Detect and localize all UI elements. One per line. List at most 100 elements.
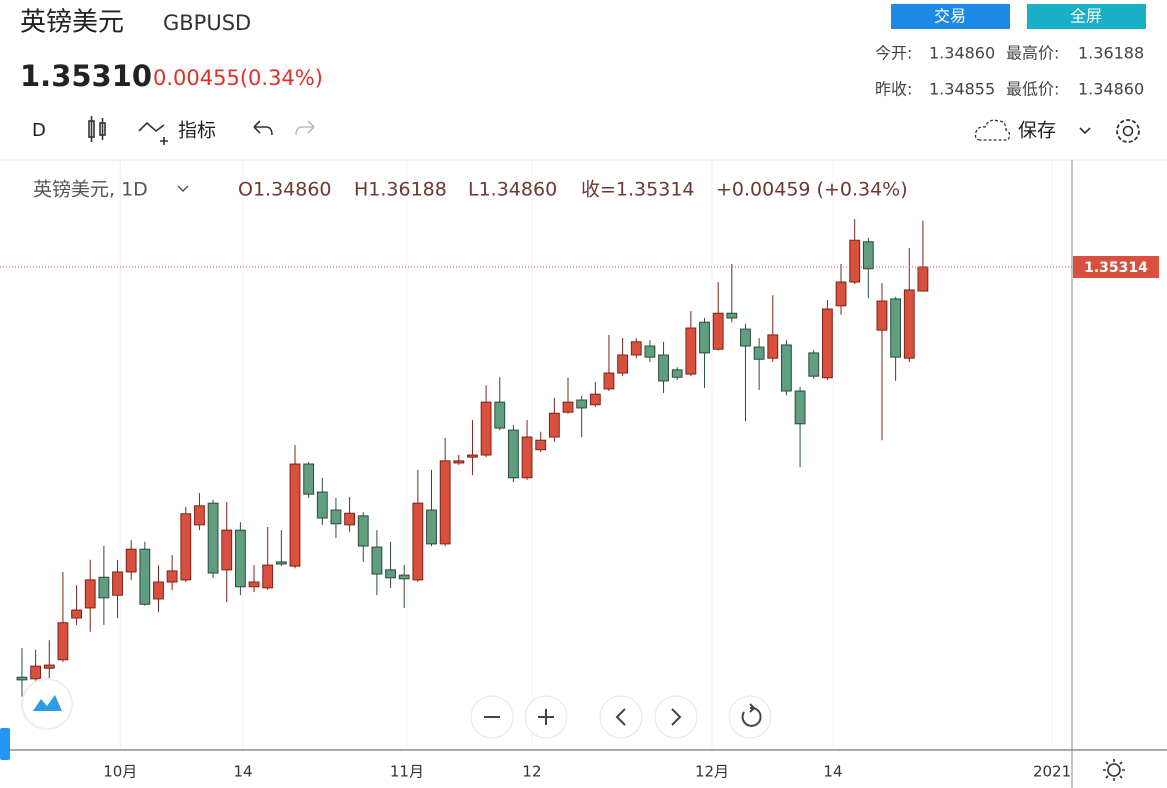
nav-icons xyxy=(484,703,762,727)
candle-body xyxy=(507,429,519,479)
trade-button-label[interactable]: 交易 xyxy=(934,7,966,26)
candle-body xyxy=(180,513,192,581)
candle-body xyxy=(671,369,683,378)
candle-type-icon[interactable] xyxy=(88,116,106,142)
candle-body xyxy=(821,308,833,379)
candle-body xyxy=(753,346,765,360)
candle-body xyxy=(630,341,642,356)
price-label-box xyxy=(1073,255,1159,278)
candle-body xyxy=(357,515,369,547)
plot-area xyxy=(0,160,1072,750)
settings-icon[interactable] xyxy=(1116,119,1140,143)
save-button[interactable]: 保存 xyxy=(1018,120,1056,142)
scroll-left-button[interactable] xyxy=(599,695,643,739)
candle-body xyxy=(139,548,151,605)
stat-label: 昨收: xyxy=(875,80,912,99)
cloud-icon[interactable] xyxy=(974,119,1011,141)
stat-value: 1.34855 xyxy=(929,80,995,99)
trade-button[interactable] xyxy=(891,4,1010,29)
stat-label: 今开: xyxy=(875,44,912,63)
legend-change: +0.00459 (+0.34%) xyxy=(716,179,908,201)
x-tick-label: 12月 xyxy=(695,763,729,781)
candle-body xyxy=(98,576,110,599)
reset-button[interactable] xyxy=(728,695,772,739)
x-tick-label: 14 xyxy=(823,763,842,781)
stat-value: 1.36188 xyxy=(1078,44,1144,63)
candle-body xyxy=(16,676,28,681)
candle-body xyxy=(426,509,437,545)
candle-body xyxy=(467,454,478,458)
candle-body xyxy=(412,502,424,581)
scroll-right-button[interactable] xyxy=(654,695,698,739)
candle-body xyxy=(207,502,219,574)
candle-body xyxy=(385,569,396,579)
candle-body xyxy=(808,352,820,377)
stat-label: 最高价: xyxy=(1006,44,1059,63)
candle-body xyxy=(876,300,888,331)
candle-body xyxy=(344,512,356,526)
stat-label: 最低价: xyxy=(1006,80,1059,99)
price: 1.35310 xyxy=(20,59,152,93)
indicator-icon[interactable] xyxy=(138,121,168,145)
interval-button[interactable]: D xyxy=(32,120,46,141)
nav-buttons xyxy=(470,695,772,739)
candle-body xyxy=(835,281,847,307)
save-menu-icon[interactable] xyxy=(1079,127,1091,135)
candle-body xyxy=(289,463,301,567)
candle-body xyxy=(275,561,287,565)
fullscreen-button-label[interactable]: 全屏 xyxy=(1070,7,1102,26)
candle-body xyxy=(576,399,588,409)
candle-body xyxy=(248,581,260,588)
candle-body xyxy=(699,321,710,354)
legend-close: 收=1.35314 xyxy=(581,179,695,201)
candle-body xyxy=(221,529,233,571)
candle-body xyxy=(548,412,560,438)
legend-menu-icon[interactable] xyxy=(177,185,189,193)
candle-body xyxy=(480,401,492,456)
candle-body xyxy=(316,491,328,519)
candle-body xyxy=(794,390,806,425)
candle-body xyxy=(740,328,751,347)
legend-open: O1.34860 xyxy=(238,179,332,201)
legend-low: L1.34860 xyxy=(468,179,557,201)
candle-body xyxy=(57,622,69,661)
candle-body xyxy=(84,579,96,609)
candle-body xyxy=(535,439,547,451)
candle-body xyxy=(439,460,451,545)
price-label: 1.35314 xyxy=(1084,260,1148,276)
legend-values: O1.34860 H1.36188 L1.34860 收=1.35314 +0.… xyxy=(238,179,908,201)
symbol-code: GBPUSD xyxy=(163,11,251,35)
fullscreen-button[interactable] xyxy=(1027,4,1146,29)
candle-body xyxy=(43,664,55,669)
side-panel-toggle[interactable] xyxy=(0,728,10,760)
candle-body xyxy=(767,334,779,359)
stat-value: 1.34860 xyxy=(929,44,995,63)
x-tick-label: 11月 xyxy=(390,763,424,781)
candle-body xyxy=(726,312,738,319)
stats: 今开: 1.34860 最高价: 1.36188 昨收: 1.34855 最低价… xyxy=(875,44,1144,99)
price-change: 0.00455(0.34%) xyxy=(153,66,323,90)
candle-body xyxy=(30,665,42,680)
candle-body xyxy=(849,239,861,283)
timezone-settings-icon[interactable] xyxy=(1103,759,1125,781)
stat-value: 1.34860 xyxy=(1078,80,1144,99)
candle-body xyxy=(644,345,656,358)
candle-body xyxy=(862,241,874,270)
candle-body xyxy=(398,574,410,580)
candle-body xyxy=(521,436,533,479)
candle-body xyxy=(453,460,465,464)
undo-icon[interactable] xyxy=(253,120,273,136)
candle-body xyxy=(262,564,274,589)
candle-body xyxy=(234,529,246,588)
candle-body xyxy=(153,581,164,600)
candle-body xyxy=(589,393,601,406)
candle-body xyxy=(562,401,574,413)
candle-body xyxy=(658,354,669,382)
indicator-button[interactable]: 指标 xyxy=(178,120,216,142)
x-tick-label: 12 xyxy=(522,763,541,781)
candle-body xyxy=(330,509,342,525)
redo-icon[interactable] xyxy=(295,120,315,136)
candle-body xyxy=(494,401,506,429)
